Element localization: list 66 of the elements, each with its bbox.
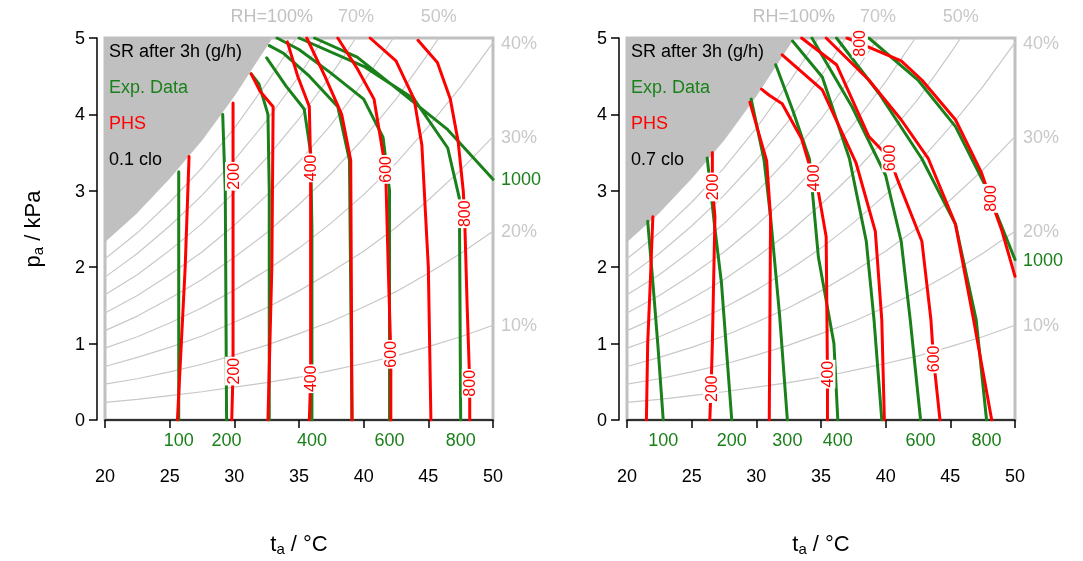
x-tick-label: 40 [353, 466, 374, 486]
annotation: 200 [211, 430, 242, 450]
annotation: 400 [296, 430, 327, 450]
annotation: 200 [703, 173, 721, 201]
y-tick-label: 0 [596, 410, 607, 430]
annotation: 800 [981, 184, 999, 212]
y-tick-label: 4 [596, 104, 607, 125]
y-tick-label: 3 [74, 180, 85, 201]
annotation: 400 [804, 164, 822, 192]
y-tick-label: 3 [596, 180, 607, 201]
annotation: 100 [648, 430, 679, 450]
annotation: 300 [772, 430, 803, 450]
annotation: 1000 [1023, 249, 1064, 270]
y-tick-label: 4 [74, 104, 85, 125]
annotation: 100 [163, 430, 194, 450]
x-tick-label: 20 [616, 466, 638, 486]
annotation: 400 [818, 360, 836, 388]
x-tick-label: 45 [418, 466, 439, 486]
annotation: 400 [302, 365, 320, 393]
text: Exp. Data [631, 77, 712, 97]
annotation: 400 [822, 430, 853, 450]
annotation: 200 [702, 375, 720, 403]
annotation: 800 [456, 200, 474, 228]
y-tick-label: 1 [596, 333, 607, 354]
x-tick-label: 30 [224, 466, 245, 486]
annotation: RH=100% [752, 6, 836, 26]
annotation: 800 [445, 430, 476, 450]
annotation: 1000 [501, 169, 542, 190]
y-tick-label: 0 [74, 410, 85, 430]
annotation: 400 [302, 154, 320, 182]
x-tick-label: 25 [681, 466, 702, 486]
x-tick-label: 35 [810, 466, 832, 486]
annotation: 800 [851, 29, 869, 57]
annotation: 200 [716, 430, 747, 450]
annotation: 0.1 clo [109, 149, 163, 169]
legend-title: SR after 3h (g/h) [631, 41, 765, 61]
x-tick-label: 40 [875, 466, 896, 486]
y-tick-label: 2 [596, 257, 607, 278]
annotation: 600 [377, 155, 395, 183]
annotation: 600 [374, 430, 405, 450]
x-tick-label: 30 [746, 466, 767, 486]
annotation: 0.7 clo [631, 149, 685, 169]
y-tick-label: 1 [74, 333, 85, 354]
annotation: 600 [905, 430, 936, 450]
annotation: 800 [461, 369, 479, 397]
x-tick-label: 50 [1004, 466, 1026, 486]
legend-title: SR after 3h (g/h) [109, 41, 243, 61]
x-tick-label: 35 [288, 466, 310, 486]
annotation: 600 [881, 144, 899, 172]
text: PHS [109, 113, 147, 133]
y-tick-label: 2 [74, 257, 85, 278]
x-tick-label: 25 [159, 466, 180, 486]
annotation: RH=100% [230, 6, 314, 26]
x-tick-label: 50 [482, 466, 504, 486]
x-tick-label: 45 [940, 466, 961, 486]
text: Exp. Data [109, 77, 190, 97]
annotation: 600 [382, 340, 400, 368]
annotation: 600 [925, 345, 943, 373]
annotation: 200 [224, 357, 242, 385]
y-tick-label: 5 [596, 28, 607, 48]
text: PHS [631, 113, 669, 133]
y-tick-label: 5 [74, 28, 85, 48]
x-tick-label: 20 [94, 466, 116, 486]
y-axis-title: pa / kPa [20, 189, 46, 268]
annotation: 800 [971, 430, 1002, 450]
annotation: 200 [224, 162, 242, 190]
